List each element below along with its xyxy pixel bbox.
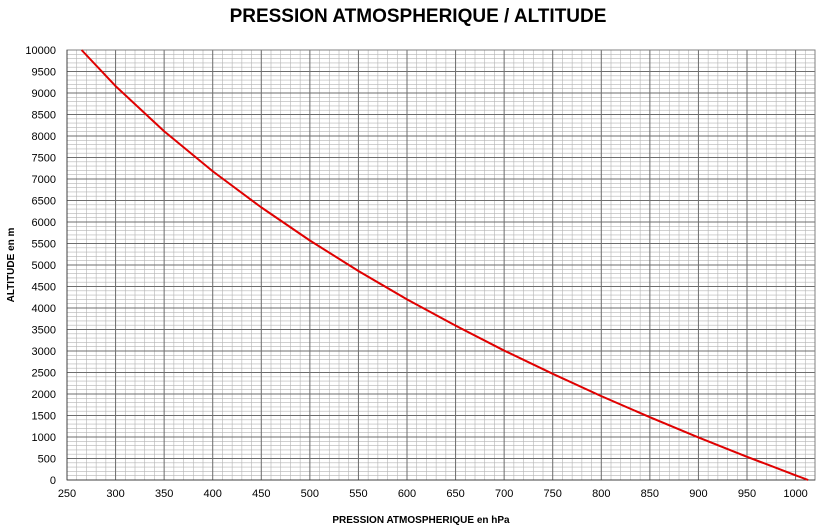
- x-tick-label: 750: [544, 488, 562, 500]
- y-tick-label: 10000: [25, 45, 56, 57]
- y-tick-label: 4500: [32, 282, 56, 294]
- x-tick-label: 700: [495, 488, 513, 500]
- x-tick-label: 650: [446, 488, 464, 500]
- y-tick-label: 6500: [32, 196, 56, 208]
- y-tick-label: 500: [38, 454, 56, 466]
- ticks-layer: 250 300 350 400 450 500 550 600 650 700 750 800 850 9…: [25, 45, 815, 500]
- x-tick-label: 500: [301, 488, 319, 500]
- y-tick-label: 3500: [32, 325, 56, 337]
- y-tick-label: 6000: [32, 217, 56, 229]
- x-tick-label: 950: [738, 488, 756, 500]
- x-tick-label: 1000: [783, 488, 807, 500]
- series-layer: [80, 49, 809, 481]
- x-tick-label: 350: [155, 488, 173, 500]
- y-tick-label: 9000: [32, 88, 56, 100]
- y-tick-label: 1000: [32, 432, 56, 444]
- series-line-0: [80, 49, 809, 481]
- y-tick-label: 2500: [32, 368, 56, 380]
- x-tick-label: 600: [398, 488, 416, 500]
- grid-layer: [66, 49, 816, 481]
- x-axis-label: PRESSION ATMOSPHERIQUE en hPa: [332, 515, 510, 526]
- y-tick-label: 9500: [32, 67, 56, 79]
- y-tick-label: 1500: [32, 411, 56, 423]
- y-tick-label: 2000: [32, 389, 56, 401]
- x-tick-label: 250: [58, 488, 76, 500]
- chart-title: PRESSION ATMOSPHERIQUE / ALTITUDE: [229, 6, 607, 27]
- y-tick-label: 5500: [32, 239, 56, 251]
- x-tick-label: 450: [252, 488, 270, 500]
- y-tick-label: 4000: [32, 303, 56, 315]
- x-tick-label: 550: [349, 488, 367, 500]
- x-tick-label: 900: [689, 488, 707, 500]
- y-tick-label: 7500: [32, 153, 56, 165]
- x-tick-label: 800: [592, 488, 610, 500]
- y-axis-label: ALTITUDE en m: [6, 227, 17, 302]
- y-tick-label: 5000: [32, 260, 56, 272]
- x-tick-label: 400: [204, 488, 222, 500]
- y-tick-label: 3000: [32, 346, 56, 358]
- y-tick-label: 8000: [32, 131, 56, 143]
- x-tick-label: 850: [641, 488, 659, 500]
- y-tick-label: 8500: [32, 110, 56, 122]
- x-tick-label: 300: [106, 488, 124, 500]
- y-tick-label: 7000: [32, 174, 56, 186]
- y-tick-label: 0: [50, 475, 56, 487]
